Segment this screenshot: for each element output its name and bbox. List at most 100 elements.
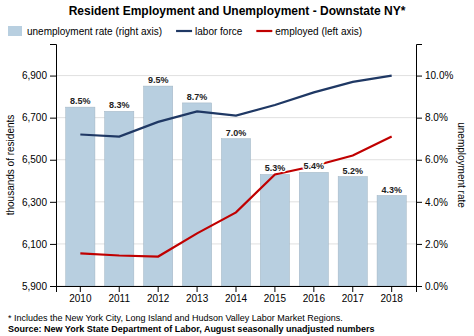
tick-mark xyxy=(50,118,56,119)
data-label: 9.5% xyxy=(148,75,169,85)
tick-label: 2012 xyxy=(147,293,170,304)
tick: 2016 xyxy=(303,286,326,304)
bar xyxy=(182,103,211,286)
grid xyxy=(56,76,416,286)
tick: 5,900 xyxy=(22,281,56,292)
tick: 6.0% xyxy=(416,154,448,165)
axis-domain xyxy=(50,45,57,287)
legend: unemployment rate (right axis) labor forc… xyxy=(8,26,362,37)
tick: 2018 xyxy=(381,286,404,304)
tick-label: 2014 xyxy=(225,293,248,304)
tick-label: 4.0% xyxy=(425,197,448,208)
tick-label: 10.0% xyxy=(425,70,453,81)
legend-swatch xyxy=(256,30,272,32)
tick-mark xyxy=(80,286,81,292)
tick-label: 2016 xyxy=(303,293,326,304)
tick-label: 6,100 xyxy=(22,239,47,250)
tick: 2011 xyxy=(108,286,130,304)
tick: 4.0% xyxy=(416,197,448,208)
tick: 2010 xyxy=(69,286,92,304)
tick: 8.0% xyxy=(416,112,448,123)
legend-swatch xyxy=(8,26,22,36)
tick-mark xyxy=(416,202,422,203)
tick-mark xyxy=(416,160,422,161)
bar xyxy=(299,172,328,286)
bar xyxy=(338,177,367,286)
tick-mark xyxy=(416,286,422,287)
axis-domain xyxy=(417,45,423,287)
tick-label: 6,900 xyxy=(22,70,47,81)
data-label: 5.2% xyxy=(342,166,363,176)
tick: 6,900 xyxy=(22,70,56,81)
legend-item: employed (left axis) xyxy=(256,26,362,37)
tick-mark xyxy=(416,118,422,119)
tick-mark xyxy=(416,76,422,77)
plot: 8.5% 8.3% 9.5% 8.7% 7.0% 5.3% 5.4% 5.2% 4.3% 2010… xyxy=(22,45,453,305)
y2-axis-title: unemployment rate xyxy=(456,122,467,208)
tick-label: 6,300 xyxy=(22,197,47,208)
data-label: 5.4% xyxy=(304,161,325,171)
tick: 2015 xyxy=(264,286,287,304)
marks xyxy=(66,76,407,286)
tick-label: 2018 xyxy=(381,293,404,304)
tick-label: 2013 xyxy=(186,293,209,304)
tick-mark xyxy=(119,286,120,292)
footnote: Source: New York State Department of Lab… xyxy=(8,324,374,334)
tick-label: 2.0% xyxy=(425,239,448,250)
data-label: 7.0% xyxy=(226,128,247,138)
tick-mark xyxy=(197,286,198,292)
data-label: 8.3% xyxy=(109,100,130,110)
tick: 0.0% xyxy=(416,281,448,292)
legend-item: unemployment rate (right axis) xyxy=(8,26,162,37)
tick-label: 8.0% xyxy=(425,112,448,123)
tick: 6,700 xyxy=(22,112,56,123)
data-labels: 8.5% 8.3% 9.5% 8.7% 7.0% 5.3% 5.4% 5.2% 4.3% xyxy=(70,75,402,194)
tick-mark xyxy=(352,286,353,292)
tick: 6,100 xyxy=(22,239,56,250)
tick-label: 5,900 xyxy=(22,281,47,292)
tick-mark xyxy=(50,286,56,287)
tick-label: 6,700 xyxy=(22,112,47,123)
tick: 2017 xyxy=(342,286,365,304)
footnote: * Includes the New York City, Long Islan… xyxy=(8,313,343,323)
legend-label: employed (left axis) xyxy=(275,26,362,37)
tick-mark xyxy=(50,160,56,161)
tick-mark xyxy=(236,286,237,292)
data-label: 5.3% xyxy=(265,163,286,173)
tick: 6,300 xyxy=(22,197,56,208)
y-axis-title: thousands of residents xyxy=(5,115,16,216)
tick-label: 0.0% xyxy=(425,281,448,292)
tick-mark xyxy=(391,286,392,292)
tick-mark xyxy=(50,244,56,245)
tick-label: 6.0% xyxy=(425,154,448,165)
tick: 2014 xyxy=(225,286,248,304)
tick-mark xyxy=(50,202,56,203)
tick-label: 6,500 xyxy=(22,154,47,165)
tick-mark xyxy=(274,286,275,292)
legend-label: labor force xyxy=(195,26,243,37)
data-label: 4.3% xyxy=(381,185,402,195)
tick-mark xyxy=(416,244,422,245)
tick-label: 2017 xyxy=(342,293,365,304)
axis-domain xyxy=(57,287,417,293)
data-label: 8.5% xyxy=(70,96,91,106)
title: Resident Employment and Unemployment - D… xyxy=(69,4,406,18)
tick-mark xyxy=(313,286,314,292)
tick-mark xyxy=(50,76,56,77)
data-label: 8.7% xyxy=(187,92,208,102)
legend-item: labor force xyxy=(176,26,243,37)
tick: 2012 xyxy=(147,286,170,304)
legend-swatch xyxy=(176,30,192,32)
bar xyxy=(377,196,406,286)
tick: 10.0% xyxy=(416,70,453,81)
x-axis: 2010 2011 2012 2013 2014 2015 2016 2017 2018 xyxy=(57,286,417,304)
legend-label: unemployment rate (right axis) xyxy=(27,26,162,37)
tick-label: 2015 xyxy=(264,293,287,304)
line xyxy=(80,137,391,257)
y-axis: 5,900 6,100 6,300 6,500 6,700 6,900 xyxy=(22,45,57,292)
y2-axis: 0.0% 2.0% 4.0% 6.0% 8.0% 10.0% xyxy=(416,45,453,292)
chart: 8.5% 8.3% 9.5% 8.7% 7.0% 5.3% 5.4% 5.2% 4.3% 2010… xyxy=(0,0,474,336)
tick-mark xyxy=(158,286,159,292)
tick: 6,500 xyxy=(22,154,56,165)
grid-line xyxy=(56,75,416,76)
